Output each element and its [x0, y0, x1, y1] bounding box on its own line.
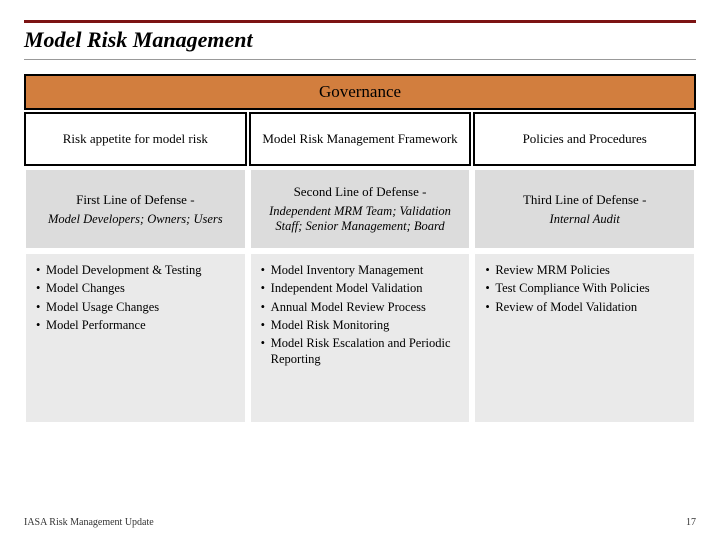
lod-title: Second Line of Defense -	[259, 184, 462, 200]
bullets-cell: Review MRM Policies Test Compliance With…	[473, 252, 696, 424]
bullet-item: Independent Model Validation	[261, 280, 460, 296]
bullet-item: Model Usage Changes	[36, 299, 235, 315]
lod-cell: Second Line of Defense - Independent MRM…	[249, 168, 472, 250]
lod-subtitle: Internal Audit	[483, 212, 686, 227]
bullet-item: Annual Model Review Process	[261, 299, 460, 315]
bullet-list: Model Development & Testing Model Change…	[36, 262, 235, 333]
lod-row: First Line of Defense - Model Developers…	[24, 168, 696, 250]
governance-header: Governance	[24, 74, 696, 110]
bullet-list: Model Inventory Management Independent M…	[261, 262, 460, 368]
bullet-item: Model Inventory Management	[261, 262, 460, 278]
bullet-item: Model Risk Escalation and Periodic Repor…	[261, 335, 460, 368]
lod-cell: Third Line of Defense - Internal Audit	[473, 168, 696, 250]
lod-title: First Line of Defense -	[34, 192, 237, 208]
bullet-item: Model Changes	[36, 280, 235, 296]
lod-subtitle: Model Developers; Owners; Users	[34, 212, 237, 227]
accent-rule	[24, 20, 696, 23]
pillar-label: Model Risk Management Framework	[262, 131, 457, 147]
bullet-item: Model Risk Monitoring	[261, 317, 460, 333]
pillar-label: Policies and Procedures	[523, 131, 647, 147]
bullets-row: Model Development & Testing Model Change…	[24, 252, 696, 424]
lod-cell: First Line of Defense - Model Developers…	[24, 168, 247, 250]
bullet-item: Model Performance	[36, 317, 235, 333]
bullet-item: Model Development & Testing	[36, 262, 235, 278]
footer-left: IASA Risk Management Update	[24, 517, 154, 528]
pillar-cell: Risk appetite for model risk	[24, 112, 247, 166]
pillar-label: Risk appetite for model risk	[63, 131, 208, 147]
bullet-item: Review MRM Policies	[485, 262, 684, 278]
bullets-cell: Model Inventory Management Independent M…	[249, 252, 472, 424]
lod-subtitle: Independent MRM Team; Validation Staff; …	[259, 204, 462, 234]
footer: IASA Risk Management Update 17	[24, 517, 696, 528]
page-number: 17	[686, 517, 696, 528]
pillar-cell: Model Risk Management Framework	[249, 112, 472, 166]
pillar-cell: Policies and Procedures	[473, 112, 696, 166]
bullet-list: Review MRM Policies Test Compliance With…	[485, 262, 684, 315]
bullet-item: Review of Model Validation	[485, 299, 684, 315]
page-title: Model Risk Management	[24, 27, 696, 60]
bullet-item: Test Compliance With Policies	[485, 280, 684, 296]
pillars-row: Risk appetite for model risk Model Risk …	[24, 112, 696, 166]
bullets-cell: Model Development & Testing Model Change…	[24, 252, 247, 424]
lod-title: Third Line of Defense -	[483, 192, 686, 208]
